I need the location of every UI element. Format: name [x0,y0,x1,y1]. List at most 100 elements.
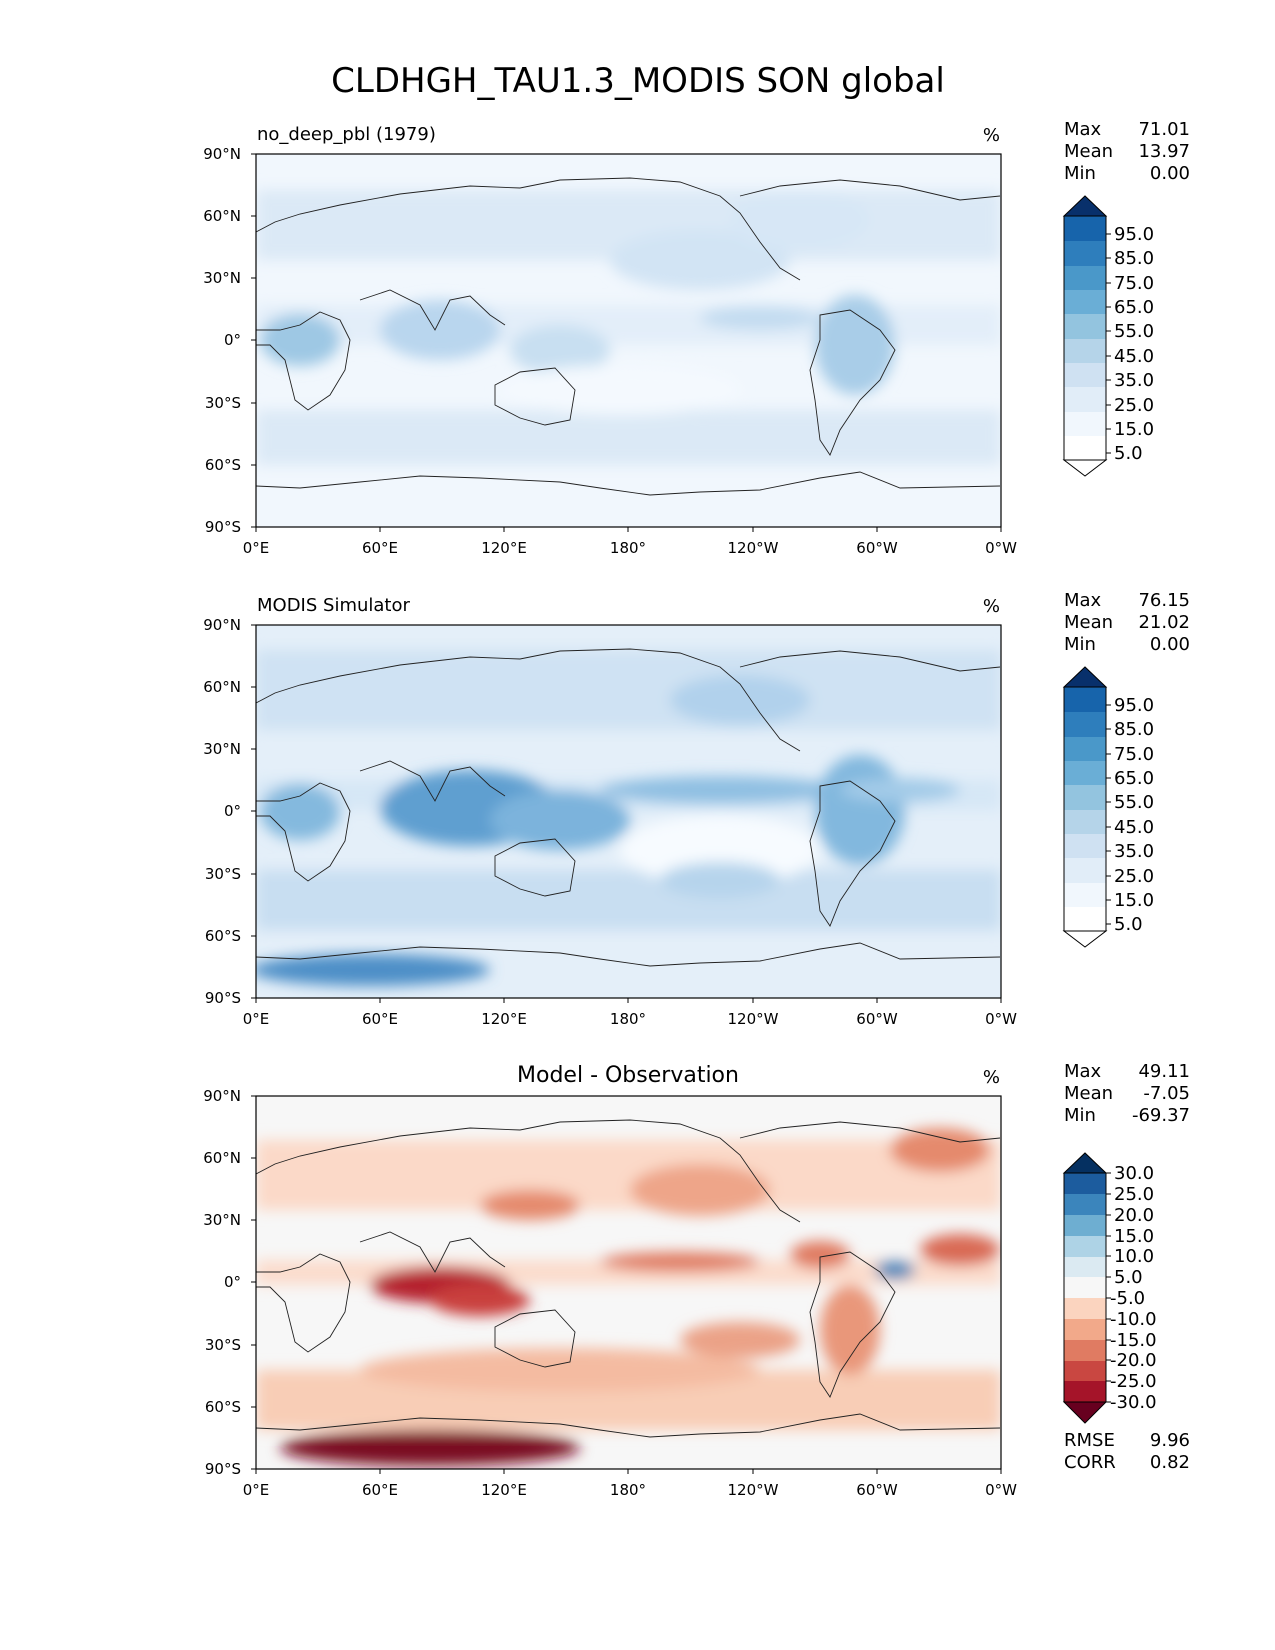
y-tick: 30°S [205,865,256,883]
colorbar-tick: -5.0 [1106,1288,1145,1309]
colorbar-top-extension [1062,1152,1108,1174]
coastlines [256,648,1001,967]
y-tick: 30°N [203,740,256,758]
colorbar-frame [1063,686,1107,932]
y-tick-label: 90°N [203,616,241,634]
colorbar-tick-label: 25.0 [1114,866,1154,887]
coast-south-asia [359,1231,506,1273]
stat-label: Min [1064,163,1096,184]
y-tick-label: 30°N [203,740,241,758]
colorbar-segment [1064,1256,1106,1277]
field-blob [660,862,780,898]
x-tick: 60°W [856,1469,898,1499]
colorbar-tick: -20.0 [1106,1350,1157,1371]
colorbar-tick-label: -25.0 [1110,1371,1157,1392]
stat-value: -69.37 [1132,1105,1190,1126]
x-tick: 120°E [481,998,527,1028]
y-tick: 90°N [203,145,256,163]
stats-block: Max 49.11 Mean -7.05 Min -69.37 [1064,1061,1190,1126]
field-blob [920,1234,1000,1266]
y-tick: 60°S [205,1398,256,1416]
colorbar-tick: 25.0 [1106,866,1154,887]
stat-label: Mean [1064,612,1113,633]
y-tick-label: 30°N [203,269,241,287]
field-blob [670,675,810,725]
colorbar-tick-label: 65.0 [1114,768,1154,789]
colorbar-tick: 55.0 [1106,792,1154,813]
colorbar-segment [1064,1173,1106,1194]
x-tick-label: 0°E [243,1010,270,1028]
x-tick-label: 0°W [985,1481,1017,1499]
colorbar-tick: -10.0 [1106,1309,1157,1330]
colorbar-tick: 55.0 [1106,321,1154,342]
colorbar-bottom-extension [1062,1401,1108,1424]
y-tick-label: 30°N [203,1211,241,1229]
field-blob [890,1128,990,1172]
colorbar-tick: 75.0 [1106,273,1154,294]
colorbar-segment [1064,411,1106,436]
coast-africa [256,782,351,882]
map-field [256,154,1001,527]
coast-africa [256,1253,351,1353]
x-tick: 0°E [243,998,270,1028]
colorbar-segment [1064,687,1106,712]
colorbar-tick: -30.0 [1106,1392,1157,1413]
colorbar-segment [1064,1381,1106,1402]
colorbar-tick: -25.0 [1106,1371,1157,1392]
y-tick: 30°N [203,1211,256,1229]
colorbar-tick: 15.0 [1106,1226,1154,1247]
colorbar: -30.0 -25.0 -20.0 -15.0 -10.0 -5.0 5.0 1… [1062,1152,1157,1424]
colorbar-segment [1064,1360,1106,1381]
colorbar-segment [1064,1215,1106,1236]
colorbar-segment [1064,736,1106,761]
colorbar-tick-label: 45.0 [1114,346,1154,367]
colorbar-tick-label: 55.0 [1114,792,1154,813]
x-tick-label: 0°E [243,1481,270,1499]
colorbar-tick-label: 15.0 [1114,1226,1154,1247]
coast-europe-asia [256,648,801,752]
colorbar-tick: 85.0 [1106,719,1154,740]
y-tick-label: 0° [224,802,241,820]
colorbar: 5.0 15.0 25.0 35.0 45.0 55.0 65.0 75.0 8… [1062,195,1154,477]
colorbar-tick-label: -15.0 [1110,1330,1157,1351]
colorbar-tick-label: -20.0 [1110,1350,1157,1371]
field-blob [840,778,960,802]
colorbar-tick-label: 5.0 [1114,1267,1143,1288]
colorbar-tick: 95.0 [1106,224,1154,245]
field-blob [700,306,820,330]
colorbar-segment [1064,785,1106,810]
colorbar-tick-label: 55.0 [1114,321,1154,342]
y-tick-label: 90°S [205,989,241,1007]
colorbar-tick-label: -5.0 [1110,1288,1145,1309]
colorbar-segment [1064,858,1106,883]
x-tick: 60°E [362,1469,398,1499]
x-tick: 180° [610,1469,646,1499]
stats-block: Max 76.15 Mean 21.02 Min 0.00 [1064,590,1190,655]
colorbar-tick: -15.0 [1106,1330,1157,1351]
x-tick-label: 60°E [362,1481,398,1499]
units-label: % [983,1067,1000,1088]
y-tick: 30°S [205,394,256,412]
y-tick-label: 0° [224,331,241,349]
y-tick: 90°N [203,616,256,634]
y-tick: 30°S [205,1336,256,1354]
colorbar-tick: 85.0 [1106,248,1154,269]
colorbar-top-extension [1062,666,1108,688]
field-blob [600,1252,760,1272]
x-axis: 0°E 60°E 120°E 180° 120°W 60°W 0°W [243,998,1017,1028]
colorbar-tick-label: 20.0 [1114,1205,1154,1226]
x-tick: 60°E [362,998,398,1028]
colorbar-tick: 20.0 [1106,1205,1154,1226]
field-blob [730,190,870,250]
x-tick: 0°W [985,998,1017,1028]
x-tick: 60°W [856,527,898,557]
y-tick: 90°N [203,1087,256,1105]
colorbar-segment [1064,289,1106,314]
field-blob [815,755,905,865]
x-tick-label: 0°W [985,539,1017,557]
y-tick-label: 60°S [205,456,241,474]
colorbar-segment [1064,362,1106,387]
colorbar-segment [1064,906,1106,931]
coast-antarctica [256,942,1001,967]
